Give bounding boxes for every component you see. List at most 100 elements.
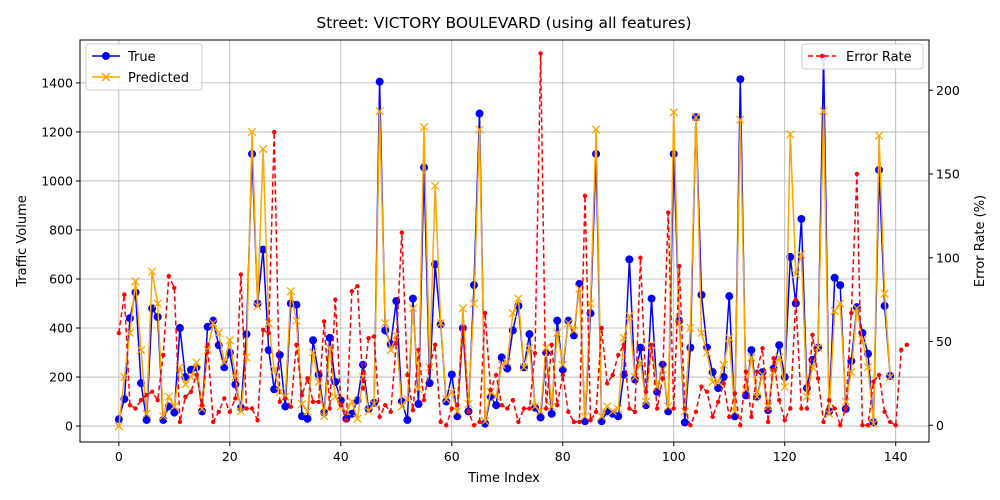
y-tick-label: 1400 [41,75,73,90]
point-error-rate [260,327,266,332]
point-error-rate [460,325,466,331]
legend-right-box [801,43,924,70]
point-predicted [619,333,629,343]
point-predicted [441,394,451,404]
point-error-rate [887,419,893,425]
point-predicted [885,372,895,382]
x-tick-label: 140 [884,449,908,464]
point-predicted [841,397,851,406]
point-error-rate [382,402,388,408]
point-true [281,402,290,411]
y2-tick-label: 200 [936,83,960,98]
point-predicted [774,353,784,362]
point-true [830,273,839,282]
point-error-rate [788,406,793,411]
point-error-rate [349,289,355,294]
point-error-rate [138,397,144,403]
point-error-rate [560,372,565,378]
point-error-rate [394,340,399,346]
point-true [686,343,695,352]
point-error-rate [321,319,327,324]
point-error-rate [249,406,255,411]
point-error-rate [288,404,294,410]
point-predicted [303,407,312,416]
point-predicted [430,181,440,191]
point-error-rate [316,399,321,404]
point-error-rate [493,372,499,378]
point-error-rate [499,402,504,408]
point-predicted [347,397,357,406]
point-predicted [419,122,429,132]
point-true [325,333,334,342]
y2-tick-label: 0 [936,418,944,433]
legend-error-label: Error Rate [846,50,912,65]
point-error-rate [732,391,737,396]
point-error-rate [410,407,416,413]
point-error-rate [555,402,560,408]
point-error-rate [549,342,554,348]
point-predicted [564,318,573,328]
point-error-rate [610,372,615,378]
point-error-rate [821,419,826,425]
point-true [680,418,689,427]
point-error-rate [449,406,454,411]
y-axis-title: Traffic Volume [15,195,30,288]
y2-tick-label: 50 [936,334,952,349]
point-true [142,415,151,424]
point-predicted [142,409,151,419]
point-predicted [802,392,812,401]
point-error-rate [127,402,133,408]
plot-frame [79,39,930,443]
point-error-rate [865,423,871,428]
point-error-rate [699,384,704,389]
point-error-rate [505,406,510,411]
point-error-rate [344,418,349,423]
point-error-rate [327,406,332,411]
point-error-rate [721,381,726,386]
point-predicted [824,409,834,419]
point-predicted [713,377,723,387]
point-error-rate [671,406,676,411]
point-true [525,330,534,339]
point-predicted [869,419,878,428]
point-true [697,290,706,299]
point-error-rate [333,297,338,302]
point-error-rate [199,402,205,408]
point-predicted [525,343,534,352]
point-error-rate [488,387,493,393]
point-predicted [120,372,129,382]
point-predicted [192,358,201,367]
point-error-rate [899,347,904,353]
point-error-rate [838,423,843,428]
point-predicted [258,144,268,154]
x-tick-label: 20 [222,449,238,464]
point-predicted [158,412,168,421]
point-predicted [436,318,445,328]
point-error-rate [760,346,765,351]
point-error-rate [826,397,832,403]
point-true [125,314,134,323]
point-true [625,255,634,264]
point-predicted [630,372,640,382]
point-error-rate [194,372,199,378]
x-tick-label: 120 [773,449,797,464]
point-true [447,370,456,379]
point-error-rate [804,406,810,411]
point-error-rate [399,230,405,235]
point-error-rate [116,330,122,336]
point-error-rate [616,352,621,358]
point-error-rate [627,406,632,411]
point-predicted [591,125,601,134]
point-error-rate [305,376,310,381]
point-true [475,109,484,118]
point-error-rate [388,409,393,415]
point-error-rate [860,423,865,428]
point-error-rate [183,394,188,399]
point-error-rate [432,342,438,348]
point-error-rate [338,402,344,408]
point-true [414,400,423,409]
point-error-rate [360,386,366,391]
point-error-rate [294,342,299,348]
point-error-rate [715,399,721,404]
point-predicted [608,407,617,416]
